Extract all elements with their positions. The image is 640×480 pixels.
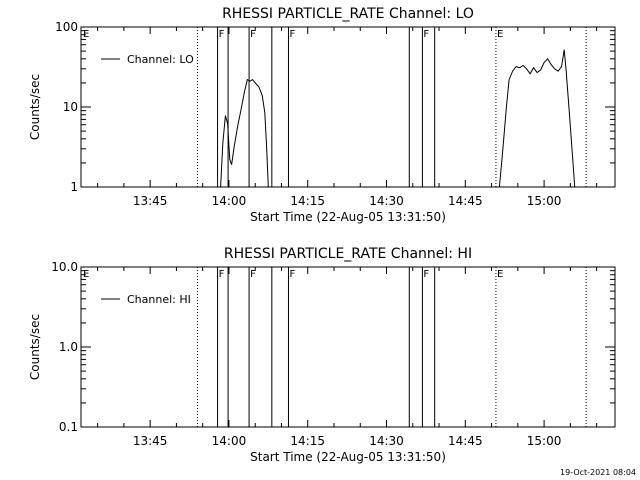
x-tick-label: 14:45 xyxy=(448,194,483,208)
y-tick-label: 10.0 xyxy=(51,260,78,274)
chart-title: RHESSI PARTICLE_RATE Channel: HI xyxy=(224,246,472,262)
x-tick-label: 14:15 xyxy=(290,434,325,448)
x-axis-label: Start Time (22-Aug-05 13:31:50) xyxy=(250,450,446,464)
footer-date: 19-Oct-2021 08:04 xyxy=(560,468,636,477)
plot-frame xyxy=(80,266,616,428)
hi-channel-panel: RHESSI PARTICLE_RATE Channel: HI Counts/s… xyxy=(28,246,616,464)
x-tick-label: 15:00 xyxy=(527,194,562,208)
x-tick-label: 14:00 xyxy=(212,434,247,448)
y-tick-label: 1 xyxy=(70,180,78,194)
x-tick-label: 15:00 xyxy=(527,434,562,448)
plot-frame xyxy=(80,26,616,188)
start-marker-label: E xyxy=(83,269,89,280)
marker-label: F xyxy=(219,29,225,40)
marker-label: F xyxy=(423,269,429,280)
legend-label: Channel: HI xyxy=(127,293,191,306)
marker-label: E xyxy=(497,269,503,280)
series-line-1 xyxy=(220,78,269,188)
y-tick-label: 10 xyxy=(63,100,78,114)
lo-channel-panel: RHESSI PARTICLE_RATE Channel: LO Counts/s… xyxy=(28,6,616,224)
x-tick-label: 14:45 xyxy=(448,434,483,448)
x-tick-label: 14:00 xyxy=(212,194,247,208)
y-axis-label: Counts/sec xyxy=(28,74,42,140)
chart-title: RHESSI PARTICLE_RATE Channel: LO xyxy=(222,6,474,22)
marker-label: E xyxy=(497,29,503,40)
marker-label: F xyxy=(250,269,256,280)
legend-label: Channel: LO xyxy=(127,53,194,66)
marker-label: F xyxy=(250,29,256,40)
x-tick-label: 14:30 xyxy=(369,434,404,448)
x-axis-label: Start Time (22-Aug-05 13:31:50) xyxy=(250,210,446,224)
x-tick-label: 14:30 xyxy=(369,194,404,208)
y-tick-label: 1.0 xyxy=(59,340,78,354)
x-tick-label: 13:45 xyxy=(133,434,168,448)
y-tick-label: 100 xyxy=(55,20,78,34)
marker-label: F xyxy=(423,29,429,40)
start-marker-label: E xyxy=(83,29,89,40)
y-tick-label: 0.1 xyxy=(59,420,78,434)
series-line-2 xyxy=(498,49,576,188)
y-axis-label: Counts/sec xyxy=(28,314,42,380)
marker-label: F xyxy=(289,269,295,280)
marker-label: F xyxy=(289,29,295,40)
x-tick-label: 14:15 xyxy=(290,194,325,208)
x-tick-label: 13:45 xyxy=(133,194,168,208)
marker-label: F xyxy=(219,269,225,280)
